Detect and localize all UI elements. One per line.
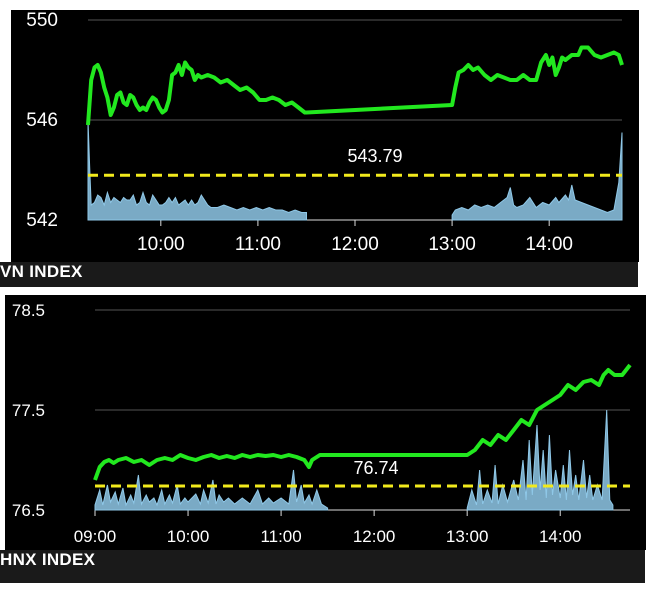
vn-index-title: VN INDEX: [0, 262, 83, 281]
hnx-y-tick-label: 78.5: [12, 301, 45, 320]
vn-index-panel: 550 546 542 10:00 11:00 12:00 13:00 14:00 543.79…: [0, 0, 640, 289]
hnx-x-tick-label: 12:00: [353, 527, 396, 546]
vn-y-tick-label: 542: [26, 210, 58, 231]
vn-x-tick-label: 11:00: [235, 234, 281, 255]
hnx-plot-background: [5, 295, 646, 550]
hnx-index-chart: 78.5 77.5 76.5 09:00 10:00 11:00 12:00 13:00 14:…: [0, 295, 646, 583]
vn-x-tick-label: 13:00: [428, 234, 476, 255]
hnx-index-title: HNX INDEX: [0, 550, 96, 569]
vn-volume-area-0: [87, 119, 307, 221]
hnx-volume-area-0: [94, 469, 329, 511]
hnx-x-tick-label: 09:00: [74, 527, 117, 546]
vn-y-tick-label: 550: [26, 10, 58, 31]
vn-index-chart: 550 546 542 10:00 11:00 12:00 13:00 14:00 543.79: [0, 10, 639, 287]
hnx-y-tick-label: 76.5: [12, 501, 45, 520]
vn-x-tick-label: 14:00: [525, 234, 573, 255]
vn-plot-background: [11, 10, 639, 262]
hnx-x-tick-label: 11:00: [260, 527, 301, 546]
hnx-title-bar: [0, 550, 645, 583]
vn-title-bar: [0, 262, 638, 287]
vn-volume-area-1: [451, 132, 623, 221]
hnx-x-tick-label: 14:00: [539, 527, 582, 546]
vn-price-line: [86, 45, 624, 126]
vn-x-tick-label: 10:00: [137, 234, 185, 255]
hnx-price-line: [93, 363, 632, 481]
hnx-x-tick-label: 10:00: [167, 527, 210, 546]
vn-reference-label: 543.79: [347, 146, 402, 166]
vn-x-tick-label: 12:00: [331, 234, 379, 255]
hnx-index-panel: 78.5 77.5 76.5 09:00 10:00 11:00 12:00 13:00 14:…: [0, 292, 650, 585]
hnx-y-tick-label: 77.5: [12, 401, 45, 420]
vn-y-tick-label: 546: [26, 110, 58, 131]
hnx-reference-label: 76.74: [353, 458, 398, 478]
hnx-x-tick-label: 13:00: [446, 527, 489, 546]
